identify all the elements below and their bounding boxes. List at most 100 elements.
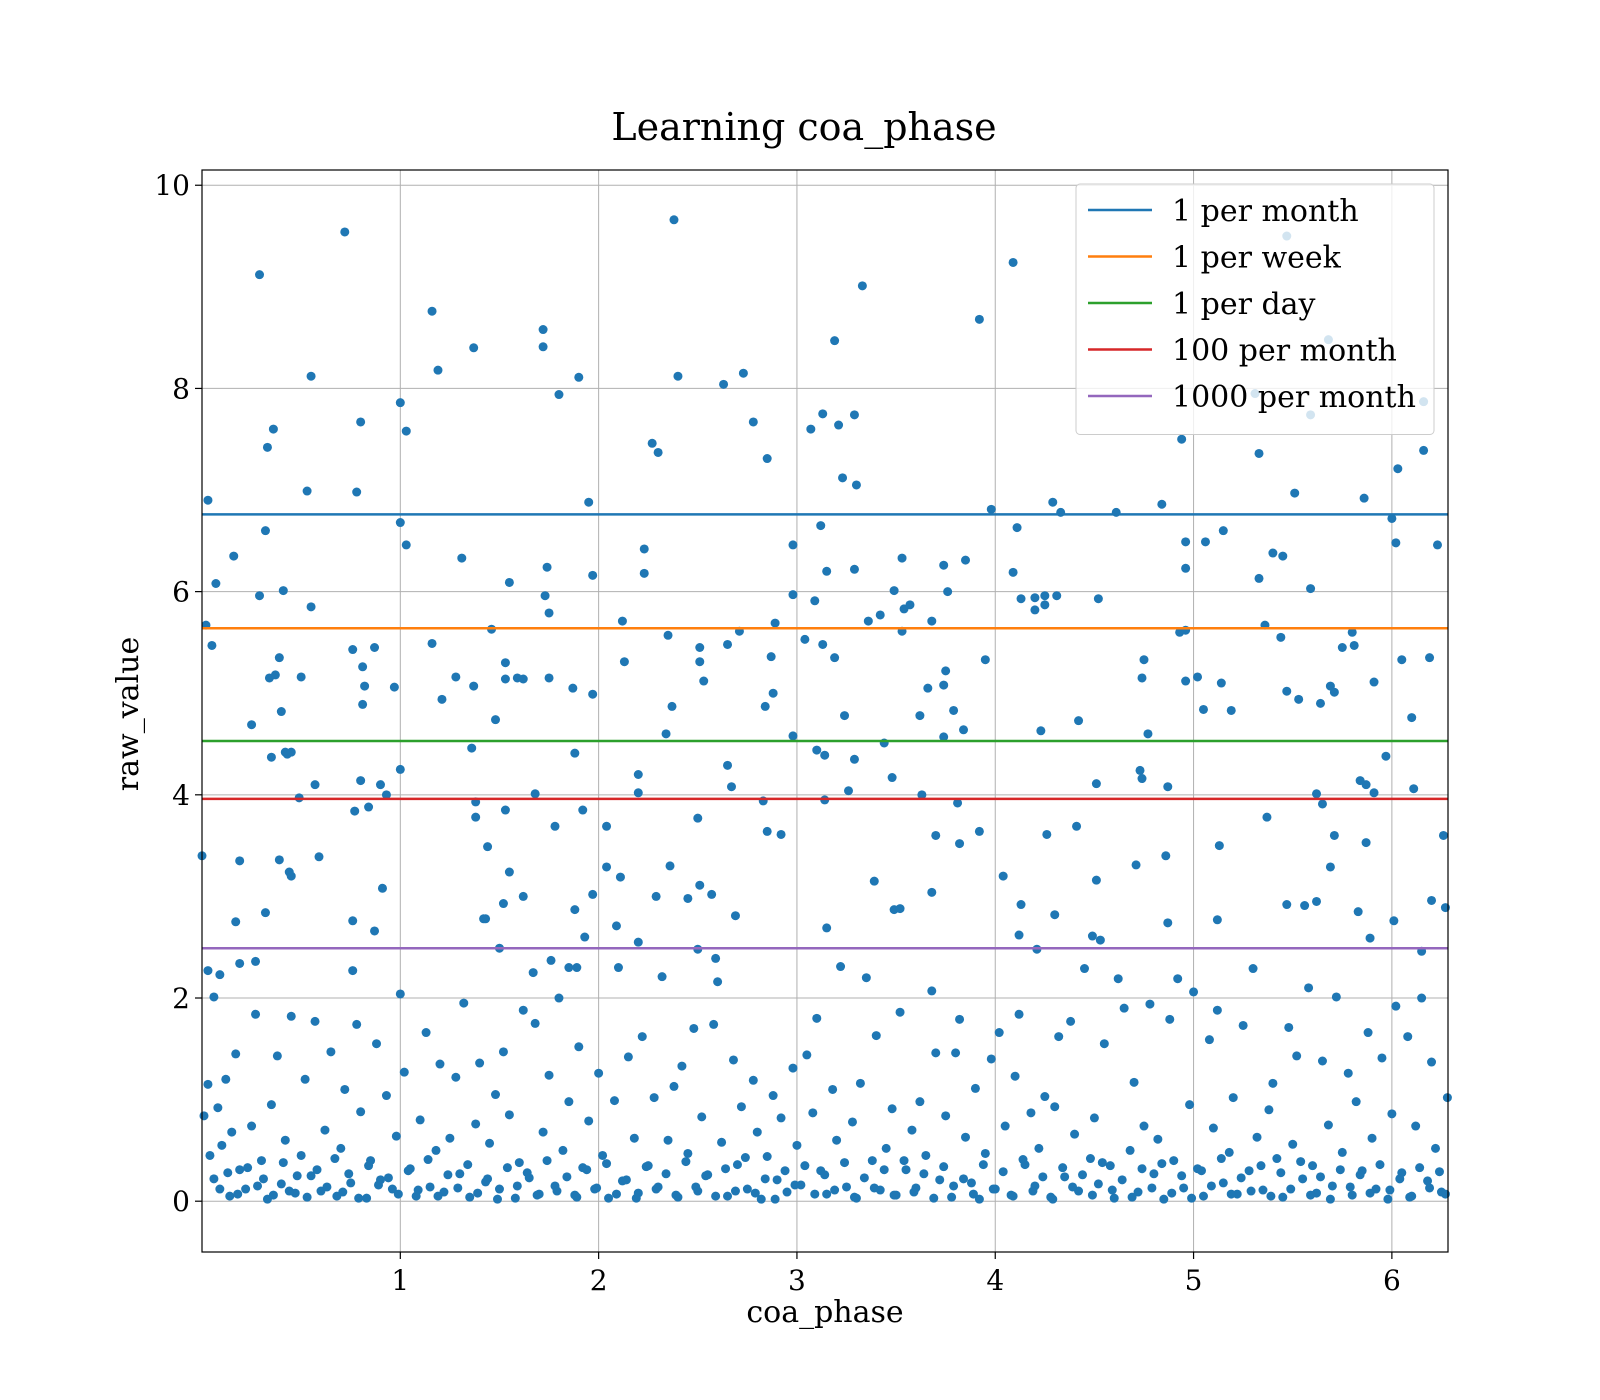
data-point [941,666,951,676]
data-point [1365,1188,1375,1198]
data-point [1351,1097,1361,1107]
data-point [389,682,399,692]
data-point [1214,841,1224,851]
data-point [721,1164,731,1174]
data-point [730,1186,740,1196]
data-point [657,972,667,982]
data-point [889,1190,899,1200]
data-point [1268,548,1278,558]
data-point [1236,1173,1246,1183]
data-point [701,1171,711,1181]
data-point [268,1190,278,1200]
data-point [1385,1185,1395,1195]
data-point [574,372,584,382]
data-point [356,1107,366,1117]
data-point [1165,1014,1175,1024]
data-point [431,1145,441,1155]
data-point [889,586,899,596]
data-point [1149,1169,1159,1179]
data-point [572,1192,582,1202]
data-point [1008,257,1018,267]
data-point [1129,1077,1139,1087]
data-point [897,553,907,563]
data-point [927,986,937,996]
data-point [750,1188,760,1198]
data-point [1331,992,1341,1002]
data-point [1125,1145,1135,1155]
data-point [286,1011,296,1021]
data-point [403,1166,413,1176]
data-point [1226,705,1236,715]
data-point [1317,799,1327,809]
data-point [1327,1181,1337,1191]
data-point [717,1137,727,1147]
data-point [788,1063,798,1073]
data-point [1256,1161,1266,1171]
data-point [1177,1171,1187,1181]
data-point [276,1179,286,1189]
data-point [1432,540,1442,550]
data-point [1317,1056,1327,1066]
data-point [1153,1134,1163,1144]
data-point [689,1023,699,1033]
data-point [1072,821,1082,831]
y-tick-label: 2 [172,982,190,1015]
data-point [669,1081,679,1091]
data-point [776,829,786,839]
data-point [255,270,265,280]
data-point [433,1191,443,1201]
data-point [849,564,859,574]
data-point [1292,1051,1302,1061]
data-point [822,566,832,576]
data-point [528,968,538,978]
data-point [740,1153,750,1163]
data-point [395,764,405,774]
data-point [1040,600,1050,610]
data-point [1387,513,1397,523]
data-point [1137,774,1147,784]
data-point [812,745,822,755]
data-point [1329,687,1339,697]
data-point [1179,1183,1189,1193]
data-point [806,424,816,434]
data-point [1337,1147,1347,1157]
data-point [491,715,501,725]
data-point [542,1156,552,1166]
data-point [1012,523,1022,533]
data-point [1105,1161,1115,1171]
data-point [639,544,649,554]
data-point [582,1165,592,1175]
data-point [266,752,276,762]
data-point [546,955,556,965]
data-point [619,657,629,667]
data-point [391,1131,401,1141]
data-point [1143,729,1153,739]
data-point [633,937,643,947]
data-point [350,806,360,816]
data-point [1014,930,1024,940]
data-point [1381,751,1391,761]
data-point [413,1185,423,1195]
data-point [857,281,867,291]
data-point [756,1194,766,1204]
legend-label: 1 per day [1172,287,1316,322]
data-point [260,526,270,536]
data-point [808,1108,818,1118]
data-point [213,1103,223,1113]
data-point [373,1180,383,1190]
data-point [1254,573,1264,583]
data-point [284,1186,294,1196]
x-tick-label: 5 [1185,1264,1203,1297]
data-point [709,1019,719,1029]
data-point [538,325,548,335]
data-point [949,1181,959,1191]
data-point [849,1192,859,1202]
data-point [568,683,578,693]
data-point [395,398,405,408]
data-point [243,1163,253,1173]
data-point [215,1184,225,1194]
data-point [500,658,510,668]
data-point [881,1143,891,1153]
data-point [1018,1155,1028,1165]
